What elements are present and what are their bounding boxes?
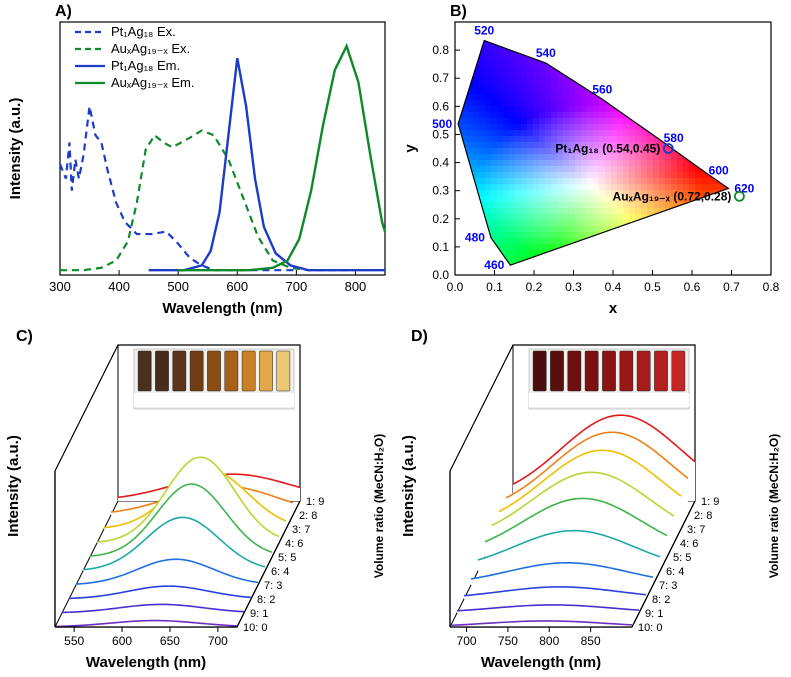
figure-root: A) 300 400 500 600 700 800 Wavelength (nm) Inte…	[0, 0, 791, 677]
svg-text:300: 300	[49, 279, 71, 294]
svg-text:5: 5: 5: 5	[673, 552, 691, 564]
svg-text:3: 7: 3: 7	[292, 524, 310, 536]
svg-text:750: 750	[498, 634, 518, 648]
svg-text:0.4: 0.4	[432, 156, 449, 170]
svg-text:0.3: 0.3	[565, 280, 582, 294]
svg-text:580: 580	[664, 131, 684, 145]
svg-text:600: 600	[226, 279, 248, 294]
svg-text:Volume ratio (MeCN:H₂O): Volume ratio (MeCN:H₂O)	[767, 434, 781, 578]
svg-text:7: 3: 7: 3	[264, 580, 282, 592]
svg-text:500: 500	[432, 117, 452, 131]
svg-text:Pt₁Ag₁₈ (0.54,0.45): Pt₁Ag₁₈ (0.54,0.45)	[555, 142, 660, 156]
svg-text:4: 6: 4: 6	[285, 538, 303, 550]
svg-text:0.1: 0.1	[432, 240, 449, 254]
svg-text:540: 540	[536, 46, 556, 60]
svg-text:Wavelength (nm): Wavelength (nm)	[481, 654, 601, 671]
svg-text:x: x	[609, 300, 618, 317]
panel-b-tag: B)	[450, 3, 467, 21]
svg-text:650: 650	[160, 634, 180, 648]
svg-text:0.5: 0.5	[644, 280, 661, 294]
svg-text:0.8: 0.8	[763, 280, 780, 294]
panel-b: B) 0.00.10.20.30.40.50.60.70.80.00.10.20…	[395, 0, 791, 325]
svg-text:700: 700	[208, 634, 228, 648]
svg-text:y: y	[402, 144, 419, 153]
svg-text:480: 480	[465, 231, 485, 245]
svg-text:500: 500	[167, 279, 189, 294]
svg-text:AuₓAg₁₉₋ₓ (0.72,0.28): AuₓAg₁₉₋ₓ (0.72,0.28)	[613, 189, 732, 203]
svg-text:0.1: 0.1	[486, 280, 503, 294]
svg-text:850: 850	[581, 634, 601, 648]
panel-c-tag: C)	[16, 328, 33, 346]
svg-text:Wavelength (nm): Wavelength (nm)	[86, 654, 206, 671]
svg-text:AuₓAg₁₉₋ₓ Em.: AuₓAg₁₉₋ₓ Em.	[111, 75, 194, 90]
svg-text:0.7: 0.7	[432, 71, 449, 85]
svg-text:0.0: 0.0	[432, 268, 449, 282]
svg-text:1: 9: 1: 9	[701, 496, 719, 508]
panel-c: C) 550 600 650 700Wavelength (nm) Intensity …	[0, 325, 395, 677]
svg-text:620: 620	[734, 181, 754, 195]
svg-text:9: 1: 9: 1	[645, 608, 663, 620]
svg-text:Intensity (a.u.): Intensity (a.u.)	[7, 98, 24, 200]
svg-text:700: 700	[457, 634, 477, 648]
svg-text:560: 560	[592, 82, 612, 96]
svg-text:520: 520	[474, 24, 494, 38]
svg-text:0.7: 0.7	[723, 280, 740, 294]
svg-text:0.4: 0.4	[605, 280, 622, 294]
svg-text:0.3: 0.3	[432, 184, 449, 198]
svg-text:6: 4: 6: 4	[666, 566, 684, 578]
svg-text:0.6: 0.6	[684, 280, 701, 294]
panel-d-chart: 700 750 800 850 Wavelength (nm) Intensity (a.…	[395, 325, 791, 677]
svg-text:Wavelength (nm): Wavelength (nm)	[162, 300, 282, 317]
panel-d: D) 700 750 800 850 Wavelength (nm) Intensity …	[395, 325, 791, 677]
panel-a-chart: 300 400 500 600 700 800 Wavelength (nm) Intensi…	[0, 0, 395, 325]
svg-text:0.8: 0.8	[432, 43, 449, 57]
svg-text:5: 5: 5: 5	[278, 552, 296, 564]
svg-text:Pt₁Ag₁₈ Ex.: Pt₁Ag₁₈ Ex.	[111, 24, 176, 39]
svg-text:600: 600	[112, 634, 132, 648]
svg-text:2: 8: 2: 8	[694, 510, 712, 522]
svg-text:Volume ratio (MeCN:H₂O): Volume ratio (MeCN:H₂O)	[372, 434, 386, 578]
svg-text:6: 4: 6: 4	[271, 566, 289, 578]
svg-text:800: 800	[345, 279, 367, 294]
svg-text:700: 700	[286, 279, 308, 294]
svg-text:400: 400	[108, 279, 130, 294]
svg-text:Pt₁Ag₁₈ Em.: Pt₁Ag₁₈ Em.	[111, 58, 180, 73]
svg-text:600: 600	[709, 163, 729, 177]
svg-text:8: 2: 8: 2	[257, 594, 275, 606]
panel-a-tag: A)	[55, 3, 72, 21]
svg-text:2: 8: 2: 8	[299, 510, 317, 522]
svg-text:0.6: 0.6	[432, 99, 449, 113]
svg-text:10: 0: 10: 0	[243, 622, 267, 634]
svg-text:800: 800	[539, 634, 559, 648]
svg-text:8: 2: 8: 2	[652, 594, 670, 606]
svg-text:9: 1: 9: 1	[250, 608, 268, 620]
panel-a: A) 300 400 500 600 700 800 Wavelength (nm) Inte…	[0, 0, 395, 325]
svg-text:550: 550	[64, 634, 84, 648]
panel-d-tag: D)	[411, 328, 428, 346]
svg-text:0.0: 0.0	[447, 280, 464, 294]
panel-b-chart: 0.0 0.1 0.2 0.3 0.4 0.5 0.6 0.7 0.8 0.0 0.1 0.2 0.3 0…	[395, 0, 791, 325]
svg-text:4: 6: 4: 6	[680, 538, 698, 550]
svg-text:10: 0: 10: 0	[638, 622, 662, 634]
svg-text:7: 3: 7: 3	[659, 580, 677, 592]
svg-text:Intensity (a.u.): Intensity (a.u.)	[400, 435, 417, 537]
svg-text:460: 460	[484, 258, 504, 272]
panel-c-chart: 550 600 650 700Wavelength (nm) Intensity (a.…	[0, 325, 395, 677]
svg-text:0.2: 0.2	[526, 280, 543, 294]
svg-text:1: 9: 1: 9	[306, 496, 324, 508]
svg-text:3: 7: 3: 7	[687, 524, 705, 536]
svg-text:0.2: 0.2	[432, 212, 449, 226]
svg-text:AuₓAg₁₉₋ₓ Ex.: AuₓAg₁₉₋ₓ Ex.	[111, 41, 190, 56]
svg-text:Intensity (a.u.): Intensity (a.u.)	[5, 435, 22, 537]
